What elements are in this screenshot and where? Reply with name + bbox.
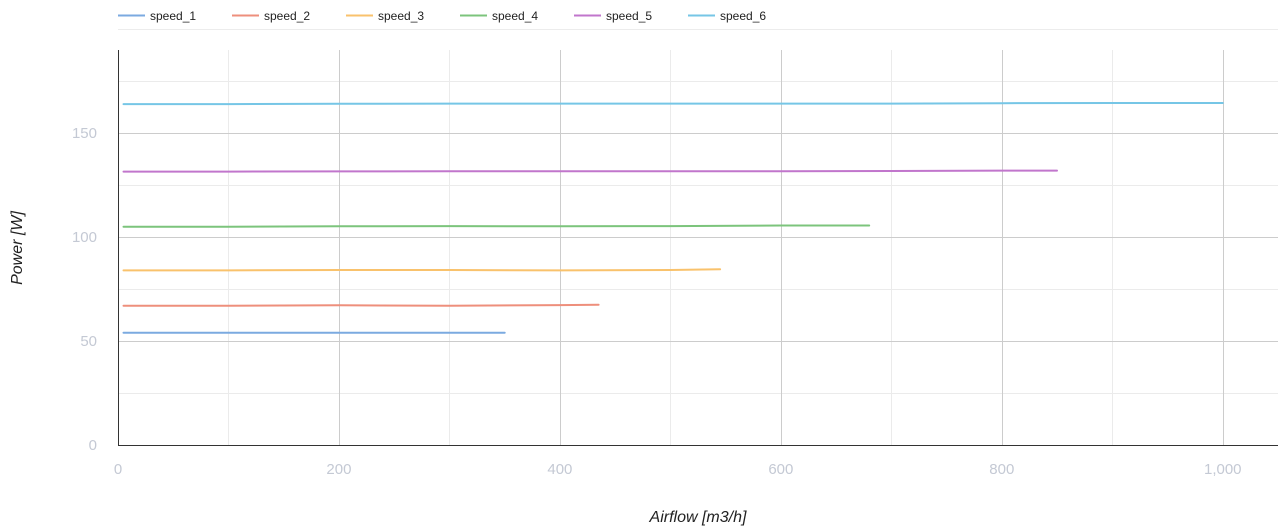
legend-label: speed_3 bbox=[378, 9, 424, 23]
legend-label: speed_6 bbox=[720, 9, 766, 23]
legend-item-speed-6: speed_6 bbox=[688, 9, 766, 23]
axes bbox=[118, 50, 1278, 446]
x-tick-label: 600 bbox=[768, 461, 793, 478]
series-line-speed-5 bbox=[124, 171, 1058, 172]
legend-item-speed-1: speed_1 bbox=[118, 9, 196, 23]
x-axis-tick-labels: 0 200 400 600 800 1,000 bbox=[114, 461, 1242, 478]
legend-item-speed-3: speed_3 bbox=[346, 9, 424, 23]
series-lines bbox=[124, 103, 1223, 333]
x-axis-title: Airflow [m3/h] bbox=[649, 509, 747, 526]
y-tick-label: 100 bbox=[72, 229, 97, 246]
y-tick-label: 150 bbox=[72, 125, 97, 142]
y-axis-title: Power [W] bbox=[9, 211, 26, 285]
series-line-speed-6 bbox=[124, 103, 1223, 104]
legend: speed_1 speed_2 speed_3 speed_4 speed_5 speed… bbox=[118, 9, 766, 23]
series-line-speed-2 bbox=[124, 305, 599, 306]
legend-item-speed-5: speed_5 bbox=[574, 9, 652, 23]
minor-gridlines bbox=[118, 50, 1278, 445]
major-gridlines bbox=[118, 50, 1278, 445]
legend-item-speed-2: speed_2 bbox=[232, 9, 310, 23]
x-tick-label: 800 bbox=[989, 461, 1014, 478]
x-tick-label: 0 bbox=[114, 461, 122, 478]
series-line-speed-4 bbox=[124, 226, 870, 227]
y-axis-tick-labels: 0 50 100 150 bbox=[72, 125, 97, 454]
y-tick-label: 0 bbox=[89, 437, 97, 454]
legend-label: speed_5 bbox=[606, 9, 652, 23]
x-tick-label: 400 bbox=[547, 461, 572, 478]
series-line-speed-3 bbox=[124, 269, 721, 270]
y-tick-label: 50 bbox=[80, 333, 97, 350]
x-tick-label: 200 bbox=[326, 461, 351, 478]
legend-label: speed_4 bbox=[492, 9, 538, 23]
legend-label: speed_1 bbox=[150, 9, 196, 23]
x-tick-label: 1,000 bbox=[1204, 461, 1242, 478]
legend-item-speed-4: speed_4 bbox=[460, 9, 538, 23]
legend-label: speed_2 bbox=[264, 9, 310, 23]
